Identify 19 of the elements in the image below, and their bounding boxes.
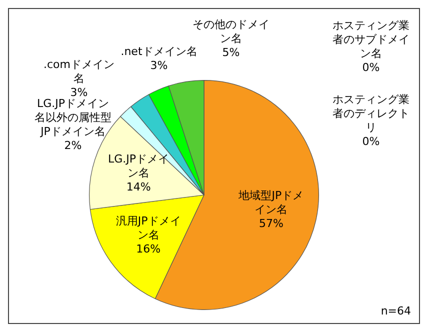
data-label: 3% bbox=[70, 86, 88, 99]
slice-label: .netドメイン名 bbox=[120, 44, 198, 58]
text: n=64 bbox=[380, 304, 411, 318]
data-label: 5% bbox=[222, 46, 240, 59]
data-label: 2% bbox=[64, 138, 82, 152]
text: 0% bbox=[362, 60, 380, 74]
data-label: 14% bbox=[126, 180, 151, 194]
slice-label: .comドメイン名 bbox=[44, 58, 114, 85]
slice-label: LG.JPドメイン名以外の属性型JPドメイン名 bbox=[34, 96, 112, 138]
text: 0% bbox=[362, 134, 380, 148]
category-label: ホスティング業者のサブドメイン名 bbox=[332, 18, 410, 60]
data-label: 3% bbox=[150, 58, 168, 72]
data-label: 16% bbox=[136, 242, 161, 256]
slice-label: LG.JPドメイン名 bbox=[108, 152, 170, 180]
slice-label: 地域型JPドメイン名 bbox=[238, 188, 304, 216]
slice-label: その他のドメイン名 bbox=[192, 18, 270, 45]
slice-label: 汎用JPドメイン名 bbox=[116, 214, 181, 242]
category-label: ホスティング業者のディレクトリ bbox=[332, 92, 410, 134]
data-label: 57% bbox=[258, 216, 284, 230]
